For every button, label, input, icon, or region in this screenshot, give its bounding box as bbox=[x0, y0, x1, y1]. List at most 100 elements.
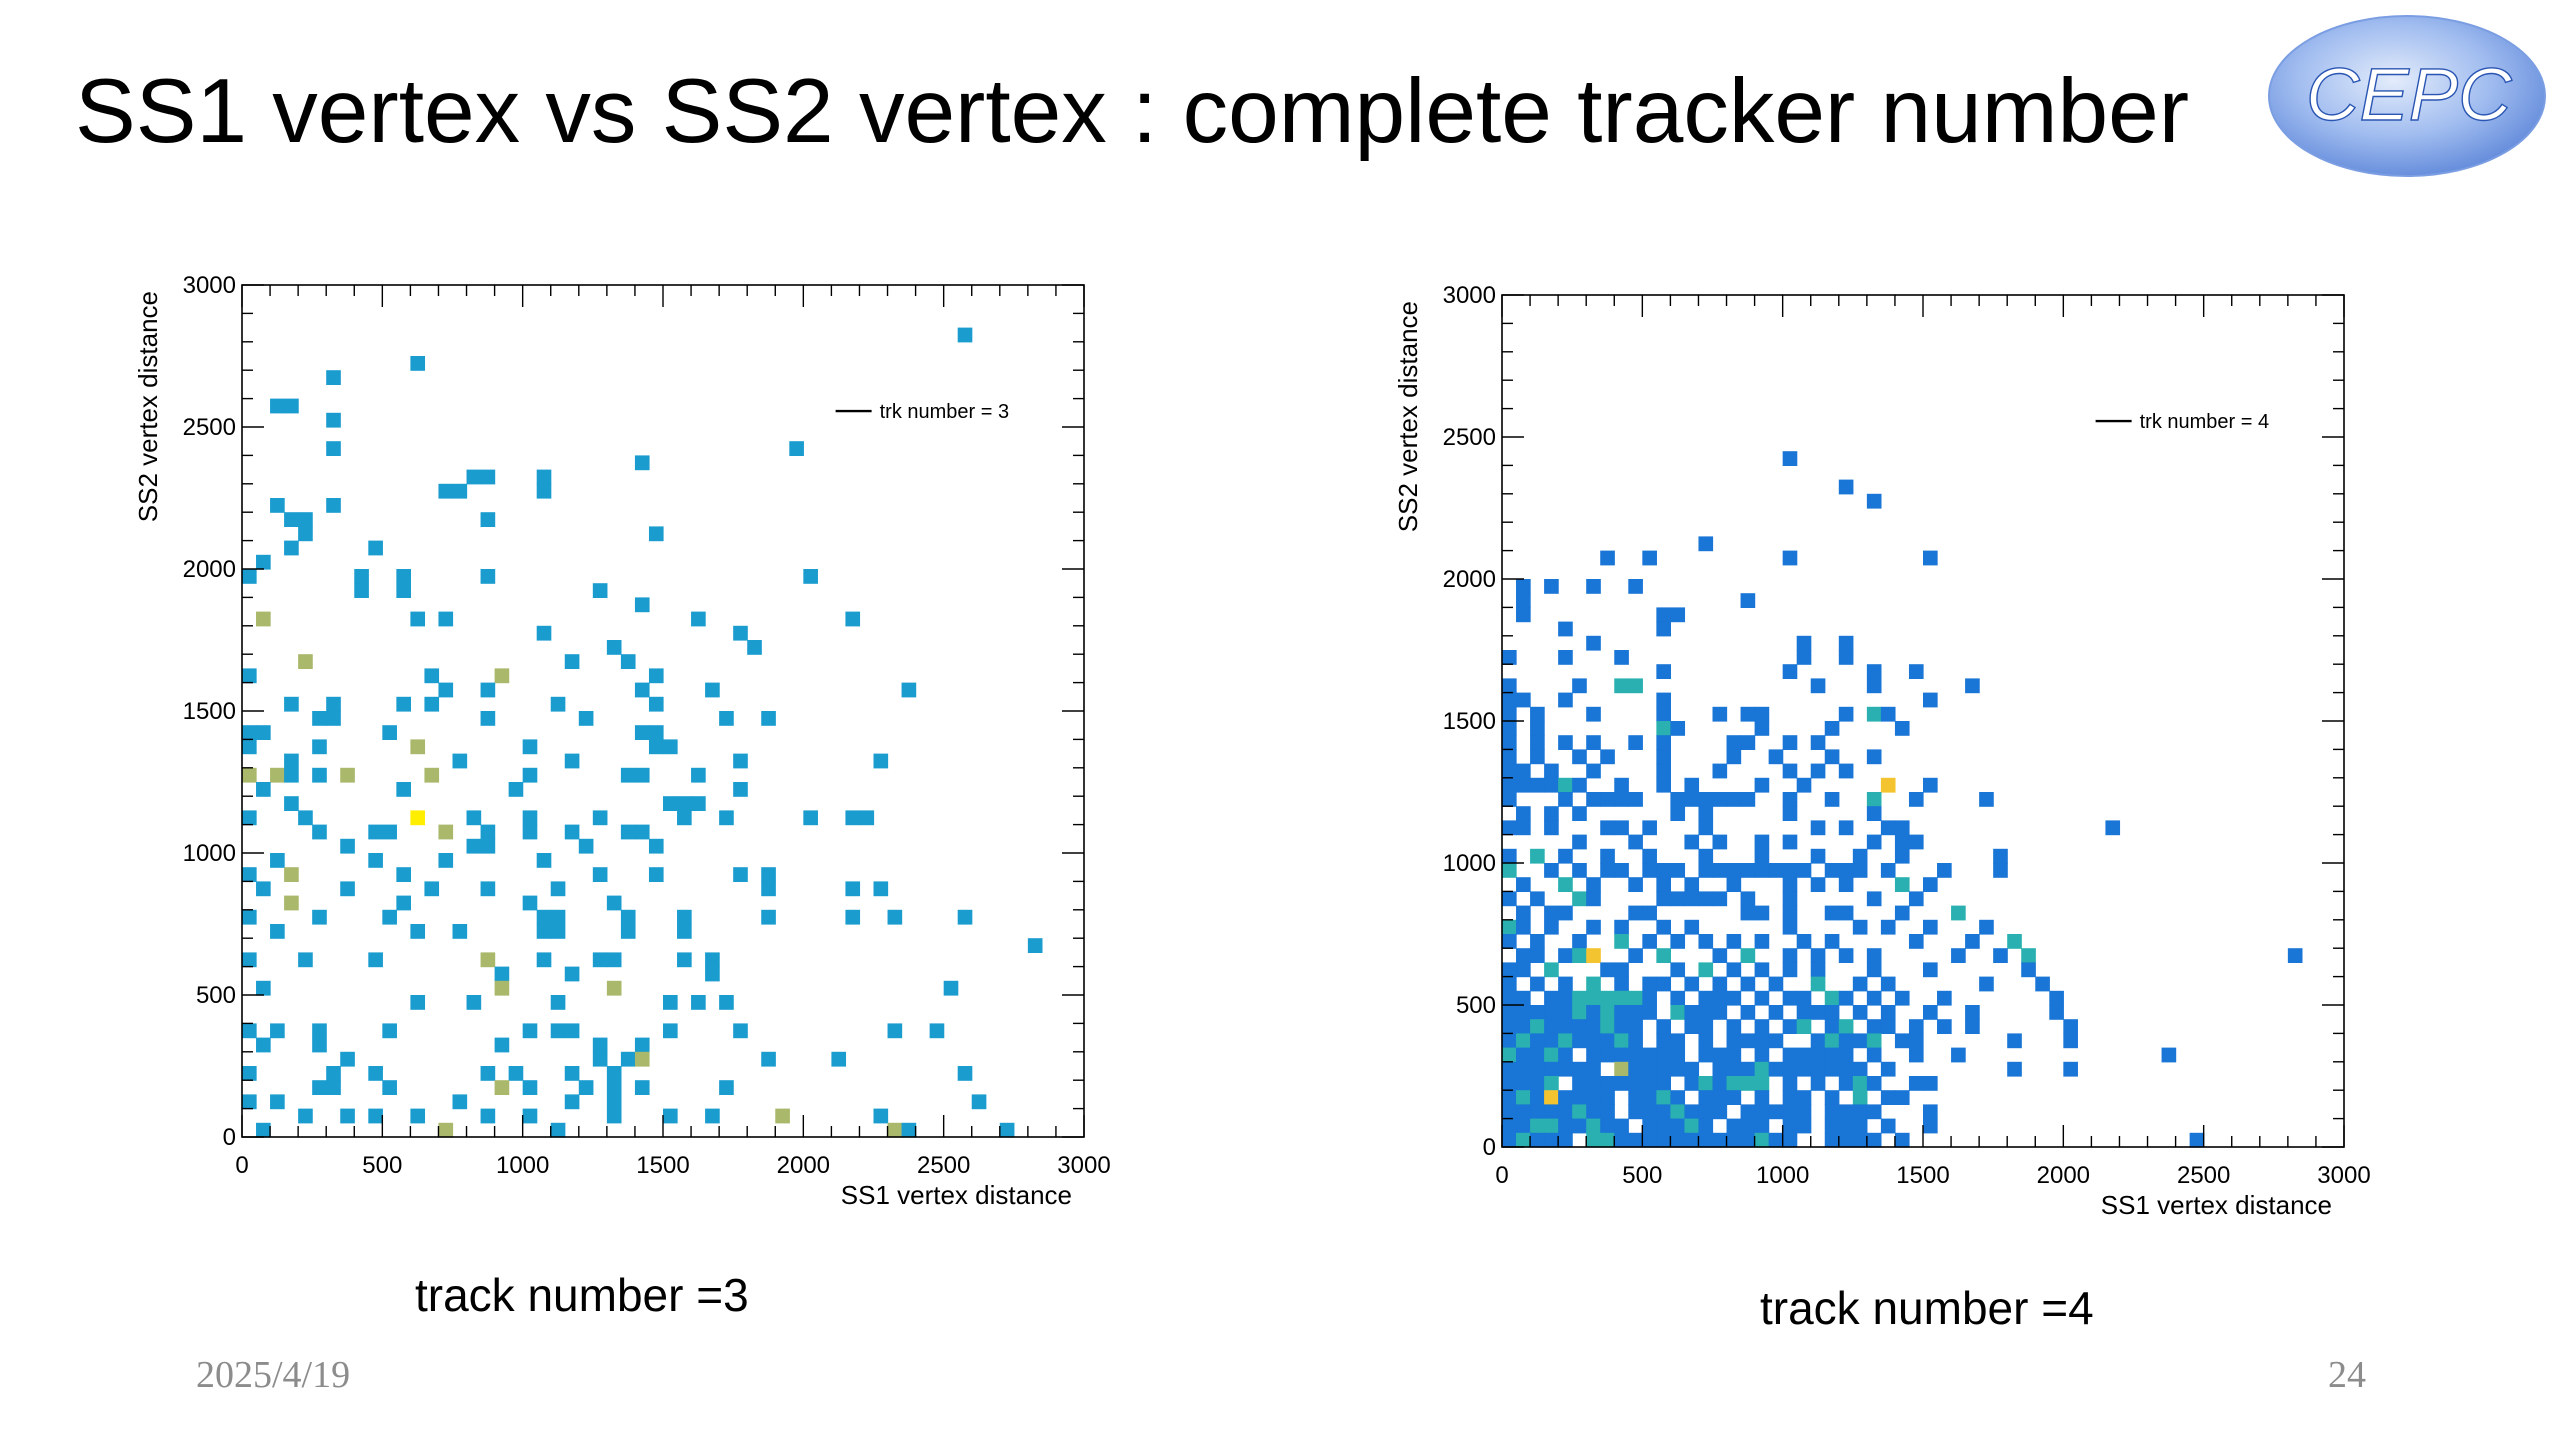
heatmap-bin bbox=[1712, 891, 1728, 907]
heatmap-bin bbox=[1670, 792, 1686, 807]
heatmap-bin bbox=[677, 909, 692, 925]
heatmap-bin bbox=[1586, 735, 1601, 750]
heatmap-bin bbox=[424, 696, 440, 712]
heatmap-bin bbox=[1712, 976, 1728, 992]
y-tick-label: 3000 bbox=[183, 272, 236, 299]
heatmap-bin bbox=[2063, 1033, 2078, 1049]
heatmap-bin bbox=[1979, 792, 1994, 807]
heatmap-bin bbox=[1754, 1076, 1770, 1091]
y-tick-label: 500 bbox=[1456, 992, 1496, 1019]
heatmap-bin bbox=[648, 838, 664, 854]
heatmap-bin bbox=[1740, 593, 1756, 608]
heatmap-bin bbox=[1880, 1118, 1896, 1134]
heatmap-bin bbox=[1586, 1019, 1601, 1034]
heatmap-bin bbox=[1880, 919, 1896, 935]
heatmap-bin bbox=[1558, 990, 1573, 1006]
heatmap-bin bbox=[1754, 934, 1770, 949]
heatmap-bin bbox=[452, 924, 468, 939]
heatmap-bin bbox=[410, 995, 426, 1010]
heatmap-bin bbox=[438, 483, 454, 499]
heatmap-bin bbox=[1908, 891, 1924, 907]
heatmap-bin bbox=[1796, 777, 1812, 793]
heatmap-bin bbox=[2063, 1019, 2078, 1034]
heatmap-bin bbox=[522, 824, 538, 840]
heatmap-bin bbox=[1642, 1132, 1657, 1148]
heatmap-bin bbox=[1908, 792, 1924, 807]
heatmap-bin bbox=[1670, 934, 1686, 949]
heatmap-bin bbox=[1614, 1019, 1629, 1034]
heatmap-bin bbox=[592, 867, 608, 882]
heatmap-bin bbox=[1558, 621, 1573, 637]
heatmap-bin bbox=[1726, 877, 1742, 892]
y-tick-label: 2000 bbox=[1443, 566, 1496, 593]
heatmap-bin bbox=[1838, 650, 1854, 665]
heatmap-bin bbox=[438, 1122, 454, 1138]
heatmap-bin bbox=[480, 469, 496, 485]
heatmap-bin bbox=[284, 398, 299, 414]
heatmap-bin bbox=[256, 725, 271, 740]
heatmap-bin bbox=[1516, 1019, 1531, 1034]
heatmap-bin bbox=[1965, 678, 1980, 694]
heatmap-bin bbox=[733, 625, 748, 641]
heatmap-bin bbox=[368, 853, 383, 868]
heatmap-bin bbox=[1572, 1061, 1587, 1077]
heatmap-bin bbox=[410, 356, 426, 371]
heatmap-bin bbox=[761, 711, 776, 726]
heatmap-bin bbox=[1544, 1118, 1559, 1134]
heatmap-bin bbox=[1572, 1076, 1587, 1091]
heatmap-bin bbox=[410, 810, 426, 826]
heatmap-bin bbox=[326, 711, 341, 726]
heatmap-bin bbox=[1614, 962, 1629, 978]
heatmap-bin bbox=[1894, 1132, 1910, 1148]
heatmap-bin bbox=[396, 583, 411, 598]
heatmap-bin bbox=[1782, 877, 1798, 892]
heatmap-bin bbox=[1614, 976, 1629, 992]
heatmap-bin bbox=[1796, 635, 1812, 651]
heatmap-bin bbox=[1951, 1047, 1966, 1063]
heatmap-bin bbox=[705, 682, 720, 698]
heatmap-bin bbox=[1852, 1090, 1868, 1105]
heatmap-bin bbox=[1628, 877, 1643, 892]
heatmap-bin bbox=[1754, 706, 1770, 722]
heatmap-bin bbox=[1544, 1033, 1559, 1049]
heatmap-bin bbox=[1684, 834, 1700, 850]
heatmap-bin bbox=[298, 512, 313, 527]
heatmap-bin bbox=[1558, 1132, 1573, 1148]
heatmap-bin bbox=[424, 767, 440, 783]
heatmap-bin bbox=[452, 1094, 468, 1110]
heatmap-bin bbox=[634, 1037, 650, 1053]
heatmap-bin bbox=[1502, 1104, 1517, 1120]
heatmap-bin bbox=[494, 668, 510, 684]
heatmap-bin bbox=[1516, 607, 1531, 623]
heatmap-bin bbox=[382, 1023, 397, 1039]
heatmap-bin bbox=[1838, 479, 1854, 495]
heatmap-bin bbox=[1852, 1076, 1868, 1091]
y-tick-label: 1500 bbox=[183, 698, 236, 725]
slide-date: 2025/4/19 bbox=[196, 1354, 351, 1396]
heatmap-bin bbox=[1544, 962, 1559, 978]
heatmap-bin bbox=[1894, 877, 1910, 892]
heatmap-bin bbox=[1838, 863, 1854, 878]
heatmap-bin bbox=[1516, 579, 1531, 594]
heatmap-bin bbox=[1726, 1090, 1742, 1105]
heatmap-bin bbox=[719, 1080, 734, 1095]
heatmap-bin bbox=[1824, 1019, 1840, 1034]
heatmap-bin bbox=[536, 853, 552, 868]
y-tick-label: 0 bbox=[1483, 1134, 1496, 1161]
heatmap-bin bbox=[1782, 1118, 1798, 1134]
heatmap-bin bbox=[1586, 948, 1601, 963]
heatmap-bin bbox=[1979, 919, 1994, 935]
heatmap-bin bbox=[242, 1094, 257, 1110]
heatmap-bin bbox=[256, 881, 271, 897]
heatmap-bin bbox=[1894, 848, 1910, 864]
heatmap-bin bbox=[382, 909, 397, 925]
heatmap-bin bbox=[1600, 1132, 1615, 1148]
slide-page-number: 24 bbox=[2328, 1354, 2366, 1396]
heatmap-bin bbox=[1740, 905, 1756, 921]
heatmap-bin bbox=[1698, 1090, 1714, 1105]
heatmap-bin bbox=[242, 668, 257, 684]
heatmap-bin bbox=[1516, 1104, 1531, 1120]
heatmap-bin bbox=[719, 810, 734, 826]
heatmap-bin bbox=[1712, 990, 1728, 1006]
heatmap-bin bbox=[1586, 877, 1601, 892]
